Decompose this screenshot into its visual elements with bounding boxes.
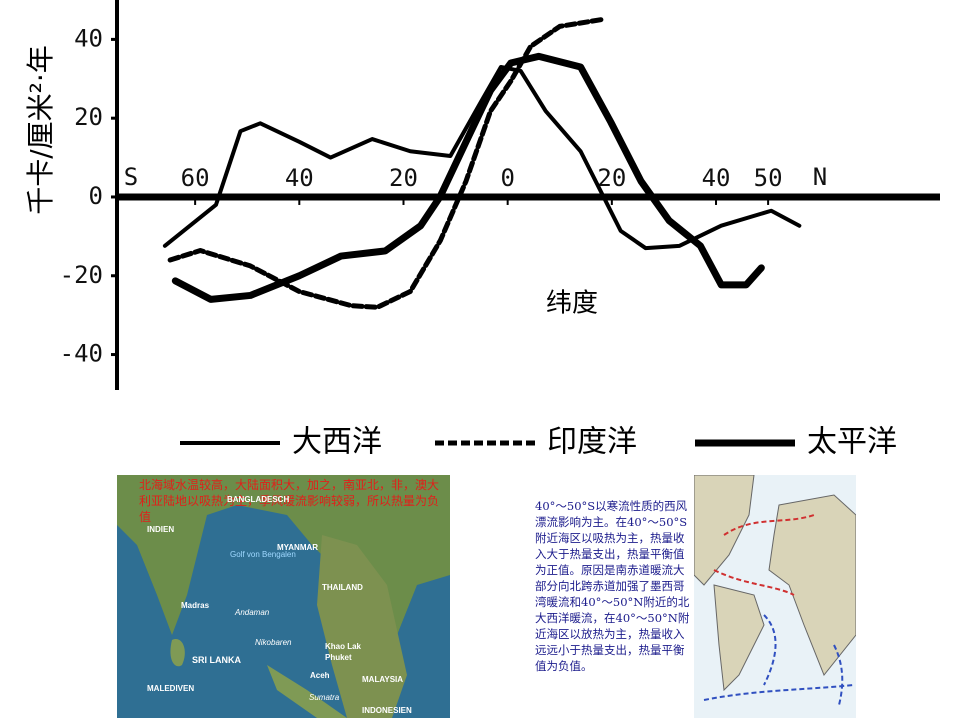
y-tick-label: -40 — [60, 340, 103, 368]
legend-label: 印度洋 — [547, 425, 637, 460]
map-label: INDONESIEN — [362, 706, 412, 715]
map-label: INDIEN — [147, 525, 175, 534]
x-tick-label: 40 — [285, 164, 314, 192]
legend-label: 太平洋 — [807, 425, 897, 460]
right-map — [694, 475, 856, 718]
y-axis-label: 千卡/厘米²·年 — [24, 45, 57, 215]
line-series — [167, 17, 604, 310]
map-land — [117, 475, 450, 718]
y-tick-label: 20 — [74, 103, 103, 131]
map-label: Golf von Bengalen — [230, 550, 296, 559]
legend-label: 大西洋 — [292, 425, 382, 460]
map-label: Sumatra — [309, 693, 340, 702]
map-label: MYANMAR — [277, 543, 319, 552]
explanation: 40°～50°S以寒流性质的西风漂流影响为主。在40°～50°S附近海区以吸热为… — [535, 499, 690, 673]
map-note: 北海域水温较高，大陆面积大，加之，南亚北，非，澳大利亚陆地以吸热为主，季风暖流影… — [139, 478, 440, 524]
map-label: MALAYSIA — [362, 675, 404, 684]
map-label: Nikobaren — [255, 638, 292, 647]
chart: 千卡/厘米²·年 纬度 S N 40 20 0 -20 -40 60 40 20 0 20 40 50… — [24, 0, 940, 460]
map-label: BANGLADESCH — [227, 495, 290, 504]
y-tick-label: 40 — [74, 24, 103, 52]
left-map: 北海域水温较高，大陆面积大，加之，南亚北，非，澳大利亚陆地以吸热为主，季风暖流影… — [117, 475, 450, 718]
map-label: MALEDIVEN — [147, 684, 195, 693]
x-start-label: S — [124, 163, 138, 191]
y-tick-label: -20 — [60, 261, 103, 289]
x-tick-label: 50 — [754, 164, 783, 192]
line-series — [162, 64, 802, 251]
x-tick-label: 20 — [597, 164, 626, 192]
x-end-label: N — [813, 163, 827, 191]
x-tick-label: 60 — [181, 164, 210, 192]
map-label: Madras — [181, 601, 210, 610]
x-axis-label: 纬度 — [546, 289, 598, 319]
map-label: Andaman — [235, 608, 270, 617]
x-tick-label: 20 — [389, 164, 418, 192]
map-label: Khao Lak — [325, 642, 362, 651]
x-tick-label: 0 — [500, 164, 514, 192]
map-label: Aceh — [310, 671, 330, 680]
map-label: SRI LANKA — [192, 655, 241, 665]
line-series — [171, 52, 765, 303]
x-tick-label: 40 — [702, 164, 731, 192]
map-label: Phuket — [325, 653, 352, 662]
y-tick-label: 0 — [89, 182, 103, 210]
map-label: THAILAND — [322, 583, 363, 592]
